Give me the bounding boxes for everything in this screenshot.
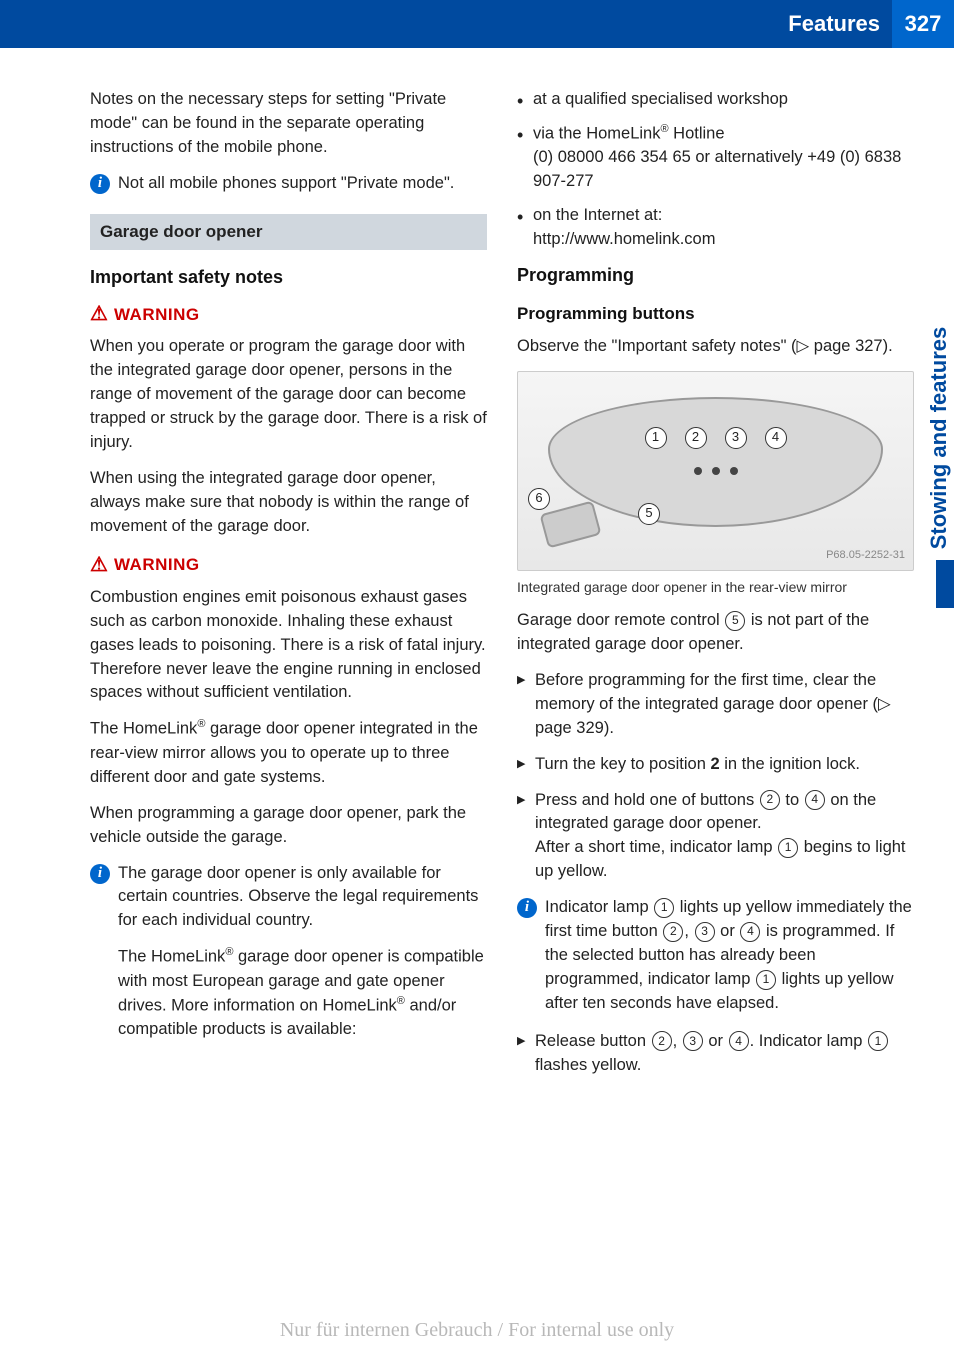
section-bar-garage: Garage door opener [90,214,487,251]
callout-1: 1 [645,427,667,449]
page: Features 327 Stowing and features Notes … [0,0,954,1354]
right-column: at a qualified specialised workshop via … [517,88,914,1090]
note-text: Not all mobile phones support "Private m… [118,172,454,196]
mirror-labels: 1 2 3 4 [645,427,787,449]
callout-3: 3 [725,427,747,449]
note2b-text: The HomeLink® garage door opener is comp… [118,945,487,1042]
info-icon: i [517,898,537,918]
side-tab-label: Stowing and features [926,327,952,549]
availability-list: at a qualified specialised workshop via … [517,88,914,252]
park-outside-text: When programming a garage door opener, p… [90,802,487,850]
step-list-2: Release button 2, 3 or 4. Indicator lamp… [517,1030,914,1078]
callout-6: 6 [528,488,550,510]
step-list: Before programming for the first time, c… [517,669,914,884]
programming-buttons-heading: Programming buttons [517,302,914,327]
step-item: Press and hold one of buttons 2 to 4 on … [517,789,914,885]
note2a-text: The garage door opener is only available… [118,862,487,934]
callout-2: 2 [685,427,707,449]
note3-text: Indicator lamp 1 lights up yellow immedi… [545,896,914,1016]
callout-4: 4 [765,427,787,449]
info-note-3: i Indicator lamp 1 lights up yellow imme… [517,896,914,1016]
callout-5-inline: 5 [725,611,745,631]
list-item: at a qualified specialised workshop [517,88,914,112]
warning-label: WARNING [114,553,200,578]
info-icon: i [90,864,110,884]
figure-code: P68.05-2252-31 [826,548,905,564]
step-item: Turn the key to position 2 in the igniti… [517,753,914,777]
warning-1b-text: When using the integrated garage door op… [90,467,487,539]
safety-heading: Important safety notes [90,264,487,290]
mirror-shape [548,397,883,527]
watermark: Nur für internen Gebrauch / For internal… [280,1319,674,1342]
warning-row-1: ⚠ WARNING [90,300,487,329]
figure-caption: Integrated garage door opener in the rea… [517,577,914,597]
content: Notes on the necessary steps for setting… [0,48,954,1110]
callout-5: 5 [638,503,660,525]
info-note-2: i The garage door opener is only availab… [90,862,487,1054]
warning-row-2: ⚠ WARNING [90,551,487,580]
remote-shape [539,500,601,548]
homelink-desc: The HomeLink® garage door opener integra… [90,717,487,789]
mirror-buttons [694,467,738,475]
list-item: on the Internet at: http://www.homelink.… [517,204,914,252]
warning-triangle-icon: ⚠ [90,300,108,329]
programming-heading: Programming [517,262,914,288]
step-item: Before programming for the first time, c… [517,669,914,741]
observe-text: Observe the "Important safety notes" (▷ … [517,335,914,359]
side-tab: Stowing and features [924,268,954,608]
info-icon: i [90,174,110,194]
info-note-1: i Not all mobile phones support "Private… [90,172,487,196]
list-item: via the HomeLink® Hotline (0) 08000 466 … [517,122,914,194]
warning-triangle-icon: ⚠ [90,551,108,580]
header-bar: Features 327 [0,0,954,48]
step-item: Release button 2, 3 or 4. Indicator lamp… [517,1030,914,1078]
intro-text: Notes on the necessary steps for setting… [90,88,487,160]
warning-2-text: Combustion engines emit poisonous exhaus… [90,586,487,706]
left-column: Notes on the necessary steps for setting… [90,88,487,1090]
remote-note: Garage door remote control 5 is not part… [517,609,914,657]
side-tab-marker [936,560,954,608]
page-number: 327 [892,0,954,48]
mirror-figure: 1 2 3 4 5 6 P68.05-2252-31 [517,371,914,571]
warning-1-text: When you operate or program the garage d… [90,335,487,455]
header-title: Features [788,11,892,37]
warning-label: WARNING [114,303,200,328]
